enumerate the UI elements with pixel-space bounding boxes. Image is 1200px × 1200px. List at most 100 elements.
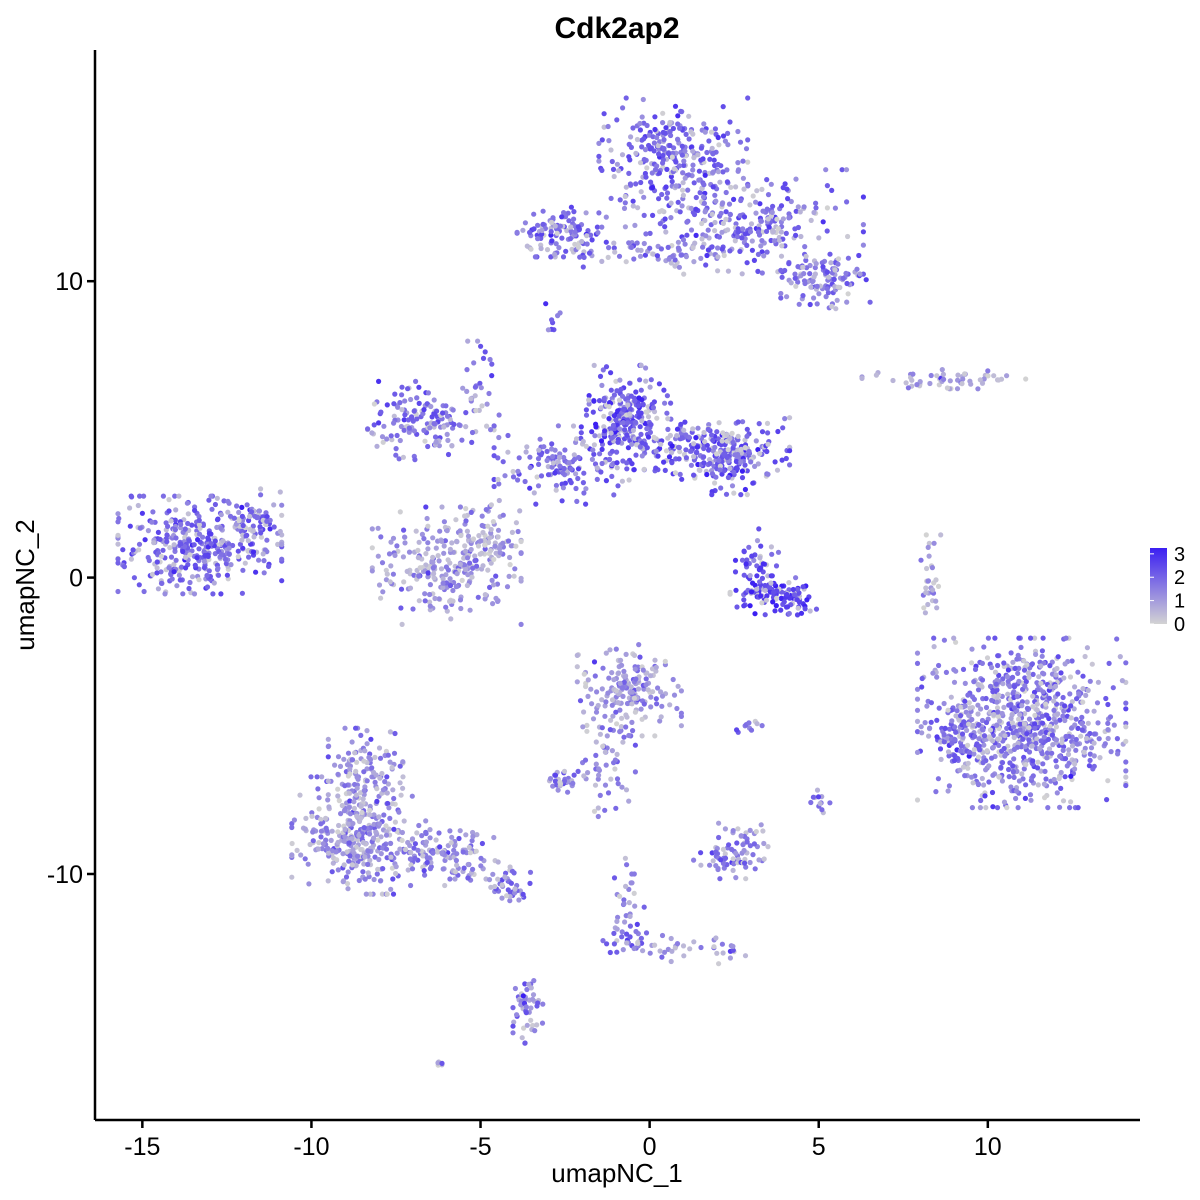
cell-point [528,246,534,252]
cell-point [349,757,355,763]
cell-point [180,548,186,555]
cell-point [511,573,517,579]
cell-point [615,408,621,414]
cell-point [654,253,661,259]
cell-point [709,211,715,217]
cell-point [383,823,389,829]
cell-point [663,125,669,131]
cell-point [380,589,386,595]
cell-point [668,260,674,266]
cell-point [1019,699,1025,705]
cell-point [384,402,390,408]
cell-point [802,244,808,250]
cell-point [730,943,736,950]
cell-point [669,253,676,259]
cell-point [637,424,643,430]
cell-point [965,760,971,767]
cell-point [518,575,524,581]
cell-point [454,851,460,857]
cell-point [609,473,615,479]
cell-point [470,833,476,840]
cell-point [443,572,449,578]
cell-point [535,236,541,242]
cell-point [610,713,616,719]
cell-point [778,203,785,209]
cell-point [938,739,944,745]
cell-point [690,148,696,154]
cell-point [664,410,670,416]
cell-point [568,224,574,230]
cell-point [727,119,733,125]
cell-point [608,430,614,436]
cell-point [824,205,831,211]
cell-point [1088,745,1095,751]
cell-point [263,510,269,516]
cell-point [519,1035,525,1041]
cell-point [145,554,151,561]
cell-point [744,260,750,266]
cell-point [949,740,955,746]
cell-point [600,938,606,944]
cell-point [769,573,775,579]
cell-point [239,537,245,543]
cell-point [136,582,142,588]
cell-point [1053,719,1059,725]
cell-point [656,381,663,387]
cell-point [325,736,331,742]
cell-point [581,470,587,476]
cell-point [361,758,367,764]
cell-point [811,295,817,301]
cell-point [505,887,511,893]
cell-point [677,471,683,477]
cell-point [369,545,375,551]
cell-point [730,947,736,953]
cell-point [584,233,590,239]
cell-point [756,421,762,427]
cell-point [641,904,647,910]
cell-point [786,580,792,586]
cell-point [970,722,976,729]
cell-point [489,577,495,584]
cell-point [1004,805,1010,811]
cell-point [596,140,602,146]
cell-point [715,866,721,873]
cell-point [832,267,838,273]
cell-point [738,197,744,204]
cell-point [623,259,629,265]
cell-point [552,470,558,476]
cell-point [723,216,729,222]
y-tick-label: -10 [47,861,83,889]
cell-point [557,779,563,785]
cell-point [1055,691,1061,697]
cell-point [575,244,582,250]
cell-point [1060,798,1067,804]
cell-point [815,794,822,800]
cell-point [632,666,638,672]
cell-point [1034,680,1040,686]
cell-point [738,459,744,465]
cell-point [619,934,625,940]
cell-point [467,560,473,566]
cell-point [975,781,981,787]
cell-point [781,599,787,605]
cell-point [682,148,688,154]
cell-point [1082,653,1088,660]
cell-point [1068,725,1075,731]
cell-point [800,293,806,299]
cell-point [725,227,731,233]
cell-point [631,256,637,262]
cell-point [1002,753,1008,759]
cell-point [964,727,970,734]
cell-point [720,169,726,175]
cell-point [643,231,649,237]
cell-point [690,131,696,137]
cell-point [758,593,764,599]
cell-point [952,737,958,743]
cell-point [393,870,399,877]
cell-point [949,718,955,724]
cell-point [747,843,754,849]
cell-point [1043,776,1049,782]
cell-point [610,166,617,172]
cell-point [1011,684,1018,690]
cell-point [1030,773,1036,779]
